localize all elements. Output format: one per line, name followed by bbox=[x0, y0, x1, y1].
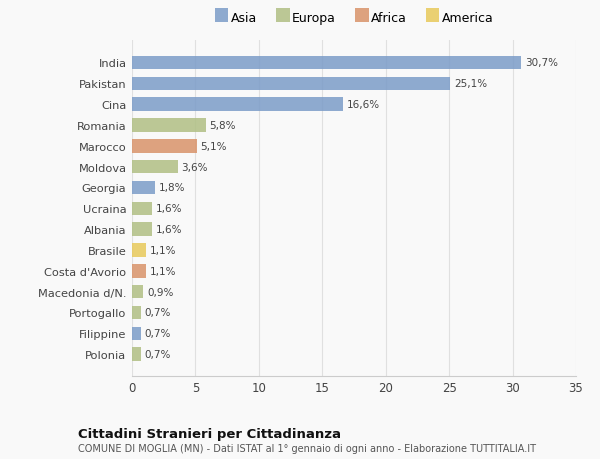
Bar bbox=[132, 77, 451, 91]
Text: 1,1%: 1,1% bbox=[150, 266, 176, 276]
Text: 1,6%: 1,6% bbox=[156, 204, 182, 214]
Bar bbox=[132, 202, 152, 216]
Bar bbox=[132, 285, 143, 299]
Text: 16,6%: 16,6% bbox=[346, 100, 380, 110]
Text: 5,1%: 5,1% bbox=[200, 141, 227, 151]
Text: 0,7%: 0,7% bbox=[145, 308, 171, 318]
Text: 25,1%: 25,1% bbox=[454, 79, 487, 89]
Bar bbox=[132, 161, 178, 174]
Bar bbox=[132, 347, 141, 361]
Bar bbox=[132, 56, 521, 70]
Text: Cittadini Stranieri per Cittadinanza: Cittadini Stranieri per Cittadinanza bbox=[78, 427, 341, 440]
Bar bbox=[132, 223, 152, 236]
Text: 30,7%: 30,7% bbox=[525, 58, 558, 68]
Text: COMUNE DI MOGLIA (MN) - Dati ISTAT al 1° gennaio di ogni anno - Elaborazione TUT: COMUNE DI MOGLIA (MN) - Dati ISTAT al 1°… bbox=[78, 443, 536, 453]
Bar bbox=[132, 306, 141, 319]
Text: 0,7%: 0,7% bbox=[145, 349, 171, 359]
Text: 0,9%: 0,9% bbox=[147, 287, 173, 297]
Bar bbox=[132, 140, 197, 153]
Bar bbox=[132, 327, 141, 341]
Bar bbox=[132, 264, 146, 278]
Bar bbox=[132, 98, 343, 112]
Text: 1,1%: 1,1% bbox=[150, 246, 176, 255]
Text: 5,8%: 5,8% bbox=[209, 121, 236, 131]
Bar bbox=[132, 181, 155, 195]
Bar bbox=[132, 119, 206, 133]
Text: 1,6%: 1,6% bbox=[156, 224, 182, 235]
Bar bbox=[132, 244, 146, 257]
Text: 3,6%: 3,6% bbox=[181, 162, 208, 172]
Text: 0,7%: 0,7% bbox=[145, 329, 171, 339]
Legend: Asia, Europa, Africa, America: Asia, Europa, Africa, America bbox=[209, 7, 499, 30]
Text: 1,8%: 1,8% bbox=[158, 183, 185, 193]
